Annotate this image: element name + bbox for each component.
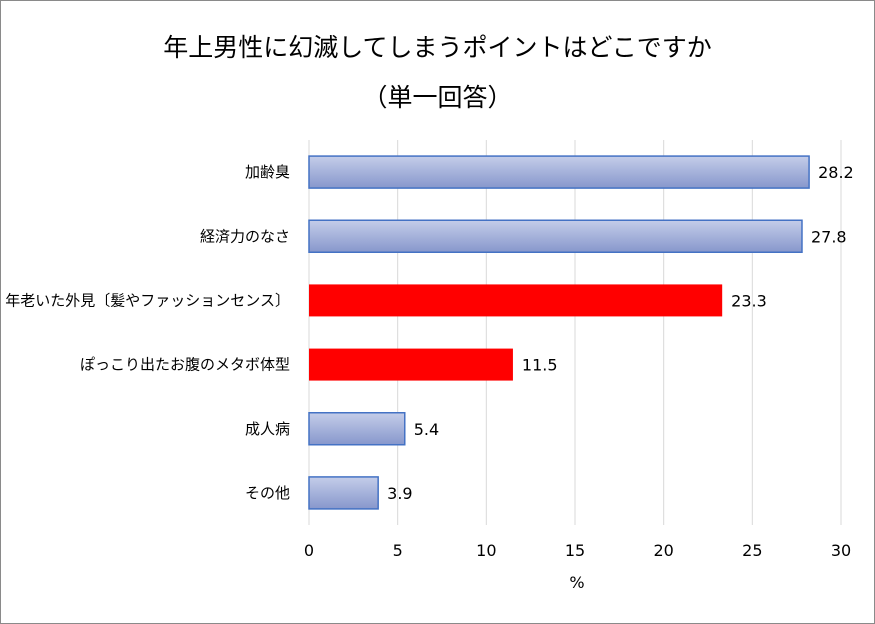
x-tick-label: 25 [742,541,762,560]
value-label: 5.4 [414,420,439,439]
value-label: 3.9 [387,484,412,503]
value-label: 23.3 [731,291,767,310]
x-tick-label: 5 [393,541,403,560]
chart-title: 年上男性に幻滅してしまうポイントはどこですか [163,33,712,62]
value-label: 27.8 [811,227,847,246]
bar [308,412,406,446]
bar [308,476,379,510]
category-label: 年老いた外見〔髪やファッションセンス〕 [5,291,290,309]
x-tick-label: 0 [304,541,314,560]
x-tick-label: 20 [653,541,673,560]
chart-subtitle: （単一回答） [362,83,513,112]
category-label: 加齢臭 [245,163,290,181]
value-label: 28.2 [818,163,854,182]
bar [309,284,723,317]
x-tick-label: 15 [565,541,585,560]
bars [308,155,810,510]
category-label: 経済力のなさ [200,227,290,245]
x-tick-label: 30 [831,541,851,560]
bar [308,155,810,189]
bar [308,219,803,253]
x-tick-label: 10 [476,541,496,560]
labels: 0 5 10 15 20 25 30% 加齢臭 28.2 経済力のなさ 27.8 年老いた外見〔髪やフ… [5,163,853,592]
bar [309,348,513,381]
x-axis-title: % [569,573,584,592]
value-label: 11.5 [522,356,558,375]
category-label: ぽっこり出たお腹のメタボ体型 [80,356,290,374]
gridlines [308,140,842,525]
category-label: その他 [245,484,290,502]
category-label: 成人病 [245,420,290,438]
